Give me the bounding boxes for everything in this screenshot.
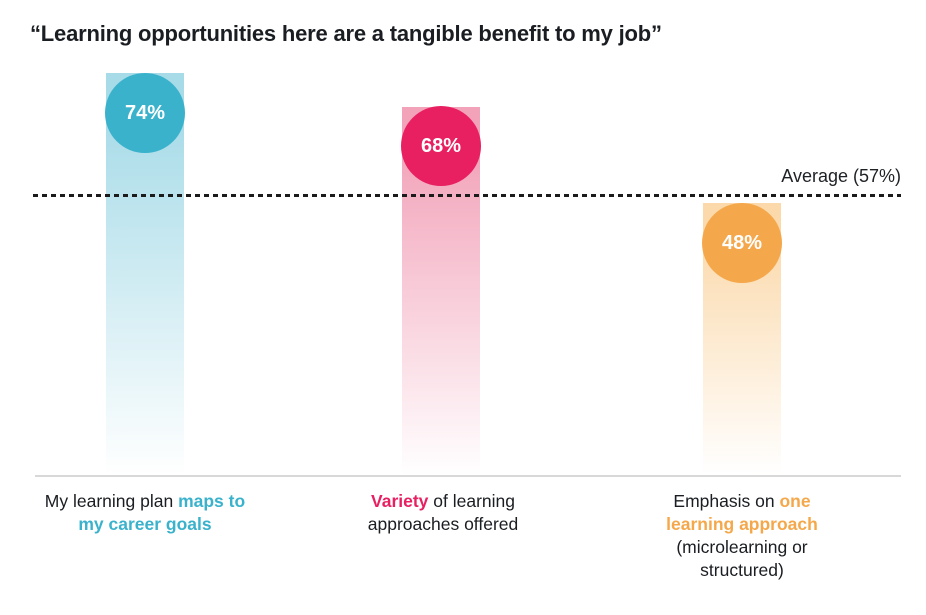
average-line-label: Average (57%) <box>781 166 901 186</box>
category-label-my-learning-plan: My learning plan maps to my career goals <box>44 491 246 534</box>
value-bubble-74: 74% <box>105 73 185 153</box>
value-label: 68% <box>420 134 462 157</box>
value-bubble-48: 48% <box>702 203 782 283</box>
category-label-variety: Variety of learning approaches offered <box>367 491 519 534</box>
category-label-one-approach: Emphasis on one learning approach (microle… <box>666 491 818 580</box>
chart-title: “Learning opportunities here are a tangi… <box>30 21 662 46</box>
value-label: 48% <box>721 231 763 254</box>
value-bubble-68: 68% <box>401 106 481 186</box>
average-dashed-line <box>33 194 901 197</box>
x-axis-line <box>35 475 901 477</box>
value-label: 74% <box>124 101 166 124</box>
